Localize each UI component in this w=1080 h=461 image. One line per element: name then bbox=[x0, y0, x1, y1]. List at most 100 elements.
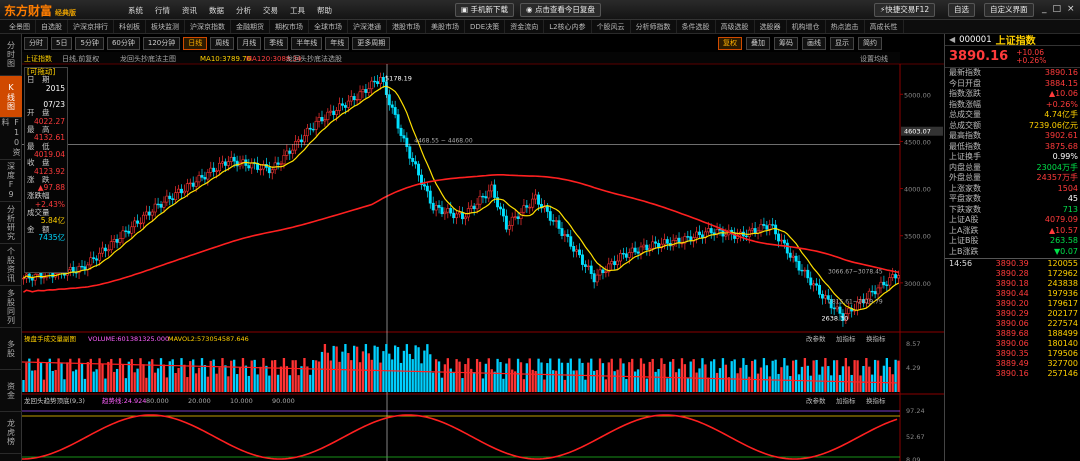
tool-button[interactable]: 复权 bbox=[718, 37, 742, 50]
nav-item[interactable]: 条件选股 bbox=[677, 20, 716, 33]
sidebar-tab[interactable]: 分析研究 bbox=[0, 202, 22, 244]
quote-row: 上A涨跌 ▲10.57 bbox=[945, 226, 1080, 237]
nav-item[interactable]: 个股风云 bbox=[592, 20, 631, 33]
nav-item[interactable]: 沪深京指数 bbox=[185, 20, 231, 33]
osc-pane-button[interactable]: 换指标 bbox=[866, 396, 886, 405]
tick-time: 14:56 bbox=[949, 259, 973, 268]
menu-item[interactable]: 分析 bbox=[236, 6, 251, 15]
quote-row-value: 3884.15 bbox=[1044, 78, 1078, 88]
nav-item[interactable]: 沪深港通 bbox=[348, 20, 387, 33]
prev-arrow-icon[interactable]: ◀ bbox=[949, 35, 956, 44]
nav-item[interactable]: 科创板 bbox=[114, 20, 146, 33]
tick-price: 3890.35 bbox=[995, 349, 1029, 358]
volume-pane-button[interactable]: 换指标 bbox=[866, 334, 886, 343]
menu-item[interactable]: 交易 bbox=[263, 6, 278, 15]
volume-ma: MAVOL2:573054587.646 bbox=[168, 335, 249, 343]
kline-chart[interactable]: 上证指数 日线,前复权 龙回头抄底法主图 MA10:3789.76MA120:3088… bbox=[22, 52, 944, 461]
volume-bar bbox=[136, 368, 139, 392]
nav-item[interactable]: 分析师指数 bbox=[631, 20, 677, 33]
candle-body bbox=[326, 111, 330, 120]
nav-item[interactable]: L2核心内参 bbox=[544, 20, 592, 33]
nav-item[interactable]: 沪深京排行 bbox=[68, 20, 114, 33]
nav-item[interactable]: 高成长性 bbox=[865, 20, 904, 33]
nav-item[interactable]: 选股器 bbox=[755, 20, 787, 33]
period-button[interactable]: 5日 bbox=[51, 37, 73, 50]
nav-item[interactable]: 资金流向 bbox=[505, 20, 545, 33]
quick-trade-button[interactable]: ⚡快捷交易F12 bbox=[874, 3, 936, 17]
osc-level: 20.000 bbox=[188, 397, 211, 405]
tool-button[interactable]: 叠加 bbox=[746, 37, 770, 50]
volume-bar bbox=[616, 369, 619, 392]
period-button[interactable]: 120分钟 bbox=[142, 37, 181, 50]
menu-item[interactable]: 系统 bbox=[128, 6, 143, 15]
nav-item[interactable]: 板块监测 bbox=[146, 20, 185, 33]
period-button[interactable]: 日线 bbox=[183, 37, 208, 50]
tool-button[interactable]: 筹码 bbox=[774, 37, 798, 50]
custom-layout-button[interactable]: 自定义界面 bbox=[984, 3, 1034, 17]
tick-row: 3890.06 180140 bbox=[945, 339, 1080, 349]
period-button[interactable]: 分时 bbox=[24, 37, 48, 50]
period-button[interactable]: 季线 bbox=[264, 37, 289, 50]
tool-button[interactable]: 简约 bbox=[858, 37, 882, 50]
nav-item[interactable]: 美股市场 bbox=[426, 20, 465, 33]
menu-item[interactable]: 工具 bbox=[290, 6, 305, 15]
period-button[interactable]: 周线 bbox=[210, 37, 235, 50]
menu-item[interactable]: 行情 bbox=[155, 6, 170, 15]
candle-body bbox=[171, 198, 175, 201]
candle-body bbox=[630, 247, 634, 253]
data-panel-value: +2.43% bbox=[34, 199, 65, 209]
sidebar-tab[interactable]: K线图 bbox=[0, 76, 22, 118]
nav-item[interactable]: 自选股 bbox=[36, 20, 68, 33]
nav-item[interactable]: 全景图 bbox=[4, 20, 36, 33]
sidebar-tab[interactable]: 龙虎榜 bbox=[0, 412, 22, 454]
volume-bar bbox=[493, 371, 496, 392]
tool-button[interactable]: 显示 bbox=[830, 37, 854, 50]
nav-item[interactable]: 金融期货 bbox=[231, 20, 270, 33]
daily-replay-button[interactable]: ◉ 点击查看今日复盘 bbox=[520, 3, 601, 17]
osc-pane-button[interactable]: 改参数 bbox=[806, 396, 826, 405]
data-panel-title: [可拖动] bbox=[27, 67, 56, 76]
period-button[interactable]: 半年线 bbox=[291, 37, 323, 50]
sidebar-tab[interactable]: 多股同列 bbox=[0, 286, 22, 328]
nav-item[interactable]: DDE决策 bbox=[465, 20, 506, 33]
candle-body bbox=[455, 213, 459, 219]
nav-item[interactable]: 高级选股 bbox=[716, 20, 755, 33]
sidebar-tab[interactable]: 深度F9 bbox=[0, 160, 22, 202]
minimize-icon[interactable]: _ bbox=[1042, 4, 1047, 14]
candle-body bbox=[513, 216, 517, 218]
osc-pane-button[interactable]: 加指标 bbox=[836, 396, 856, 405]
sidebar-tab[interactable]: 资金 bbox=[0, 370, 22, 412]
nav-item[interactable]: 全球市场 bbox=[309, 20, 348, 33]
volume-bar bbox=[347, 353, 350, 392]
volume-pane-button[interactable]: 加指标 bbox=[836, 334, 856, 343]
menu-item[interactable]: 帮助 bbox=[317, 6, 332, 15]
mobile-download-button[interactable]: ▣ 手机新下载 bbox=[455, 3, 514, 17]
period-button[interactable]: 年线 bbox=[325, 37, 350, 50]
close-icon[interactable]: × bbox=[1067, 4, 1075, 14]
data-panel-value: 7435亿 bbox=[38, 232, 65, 242]
volume-pane-button[interactable]: 改参数 bbox=[806, 334, 826, 343]
period-button[interactable]: 更多周期 bbox=[352, 37, 391, 50]
sidebar-tab[interactable]: F10资料 bbox=[0, 118, 22, 160]
candle-body bbox=[537, 194, 541, 205]
period-button[interactable]: 月线 bbox=[237, 37, 262, 50]
nav-item[interactable]: 期权市场 bbox=[270, 20, 309, 33]
bookmark-button[interactable]: 自选 bbox=[948, 3, 975, 17]
sidebar-tab[interactable]: 个股资讯 bbox=[0, 244, 22, 286]
candle-body bbox=[449, 208, 453, 214]
volume-bar bbox=[74, 369, 78, 392]
nav-item[interactable]: 机构增仓 bbox=[787, 20, 826, 33]
sidebar-tab[interactable]: 分时图 bbox=[0, 34, 22, 76]
menu-item[interactable]: 数据 bbox=[209, 6, 224, 15]
candle-body bbox=[554, 220, 558, 222]
period-button[interactable]: 60分钟 bbox=[106, 37, 140, 50]
menu-item[interactable]: 资讯 bbox=[182, 6, 197, 15]
nav-item[interactable]: 热点追击 bbox=[826, 20, 865, 33]
sidebar-tab[interactable]: 多股 bbox=[0, 328, 22, 370]
tool-button[interactable]: 画线 bbox=[802, 37, 826, 50]
crosshair-data-panel[interactable]: [可拖动] 日 期 2015 07/23 开 盘 4022.27 最 高 4132.61 最 … bbox=[24, 67, 68, 273]
nav-item[interactable]: 港股市场 bbox=[387, 20, 426, 33]
maximize-icon[interactable]: □ bbox=[1052, 4, 1062, 14]
period-button[interactable]: 5分钟 bbox=[75, 37, 104, 50]
candle-body bbox=[302, 135, 306, 143]
